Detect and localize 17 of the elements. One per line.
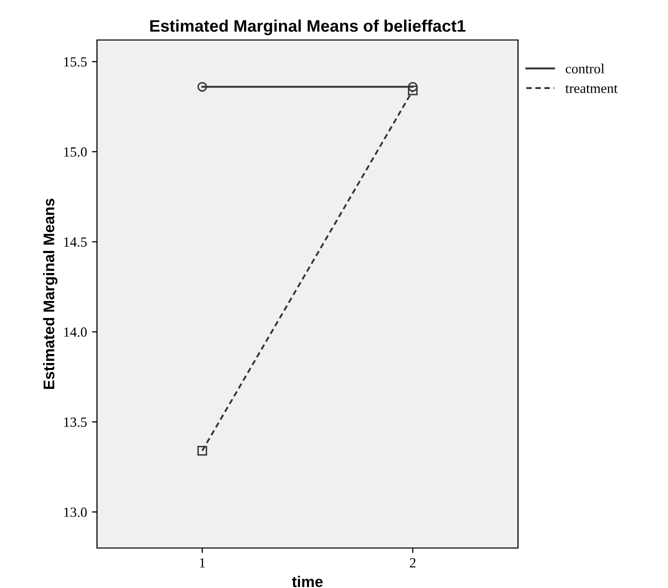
- chart-title: Estimated Marginal Means of belieffact1: [150, 20, 466, 36]
- y-tick-label: 14.0: [64, 327, 87, 337]
- y-tick-label: 15.0: [64, 147, 87, 157]
- y-tick-label: 13.0: [64, 508, 87, 517]
- point: [408, 82, 418, 92]
- y-tick-label: 13.5: [64, 418, 87, 427]
- point: [408, 86, 418, 96]
- y-axis-title: Estimated Marginal Means: [43, 198, 58, 389]
- x-tick-label: 1: [200, 558, 205, 568]
- point: [197, 446, 208, 456]
- x-axis-title: time: [292, 576, 323, 588]
- x-tick-label: 2: [410, 558, 416, 568]
- legend-label: control: [566, 64, 604, 74]
- point: [197, 82, 208, 92]
- y-tick-label: 14.5: [64, 237, 87, 247]
- y-tick-label: 15.5: [64, 57, 87, 67]
- legend-label: treatment: [565, 85, 618, 94]
